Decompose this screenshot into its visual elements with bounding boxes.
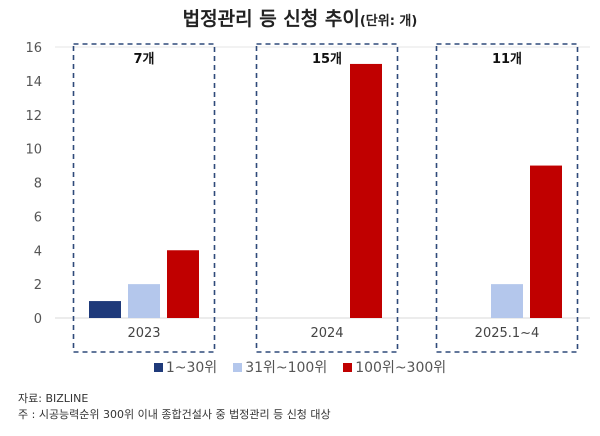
- bar: [128, 284, 160, 318]
- legend-item: 100위~300위: [343, 357, 446, 377]
- legend-label: 31위~100위: [245, 360, 328, 376]
- legend: 1~30위 31위~100위 100위~300위: [0, 357, 600, 377]
- x-category-label: 2023: [127, 326, 160, 341]
- title-unit: (단위: 개): [359, 14, 418, 29]
- y-tick-label: 12: [25, 109, 42, 124]
- bar: [491, 284, 523, 318]
- source-note: 자료: BIZLINE: [18, 392, 89, 405]
- chart-title: 법정관리 등 신청 추이(단위: 개): [0, 4, 600, 31]
- y-tick-label: 4: [34, 244, 42, 259]
- y-tick-label: 8: [34, 177, 42, 192]
- y-tick-label: 0: [34, 312, 42, 327]
- legend-label: 100위~300위: [355, 360, 447, 376]
- legend-swatch: [343, 362, 353, 372]
- bar: [350, 63, 382, 318]
- y-tick-label: 6: [34, 210, 42, 225]
- footnote: 주 : 시공능력순위 300위 이내 종합건설사 중 법정관리 등 신청 대상: [18, 408, 331, 421]
- y-tick-label: 2: [34, 278, 42, 293]
- legend-swatch: [153, 362, 163, 372]
- bar: [89, 301, 121, 318]
- title-main: 법정관리 등 신청 추이: [182, 8, 360, 30]
- legend-item: 1~30위: [153, 357, 218, 377]
- bar: [530, 165, 562, 318]
- y-tick-label: 14: [25, 75, 42, 90]
- group-total-label: 11개: [492, 52, 522, 67]
- y-tick-label: 16: [25, 41, 42, 56]
- x-category-label: 2024: [310, 326, 343, 341]
- group-total-label: 15개: [312, 52, 342, 67]
- legend-item: 31위~100위: [233, 357, 327, 377]
- y-tick-label: 10: [25, 143, 42, 158]
- group-total-label: 7개: [133, 52, 154, 67]
- bar: [167, 250, 199, 318]
- legend-label: 1~30위: [165, 360, 218, 376]
- legend-swatch: [233, 362, 243, 372]
- x-category-label: 2025.1~4: [475, 326, 540, 341]
